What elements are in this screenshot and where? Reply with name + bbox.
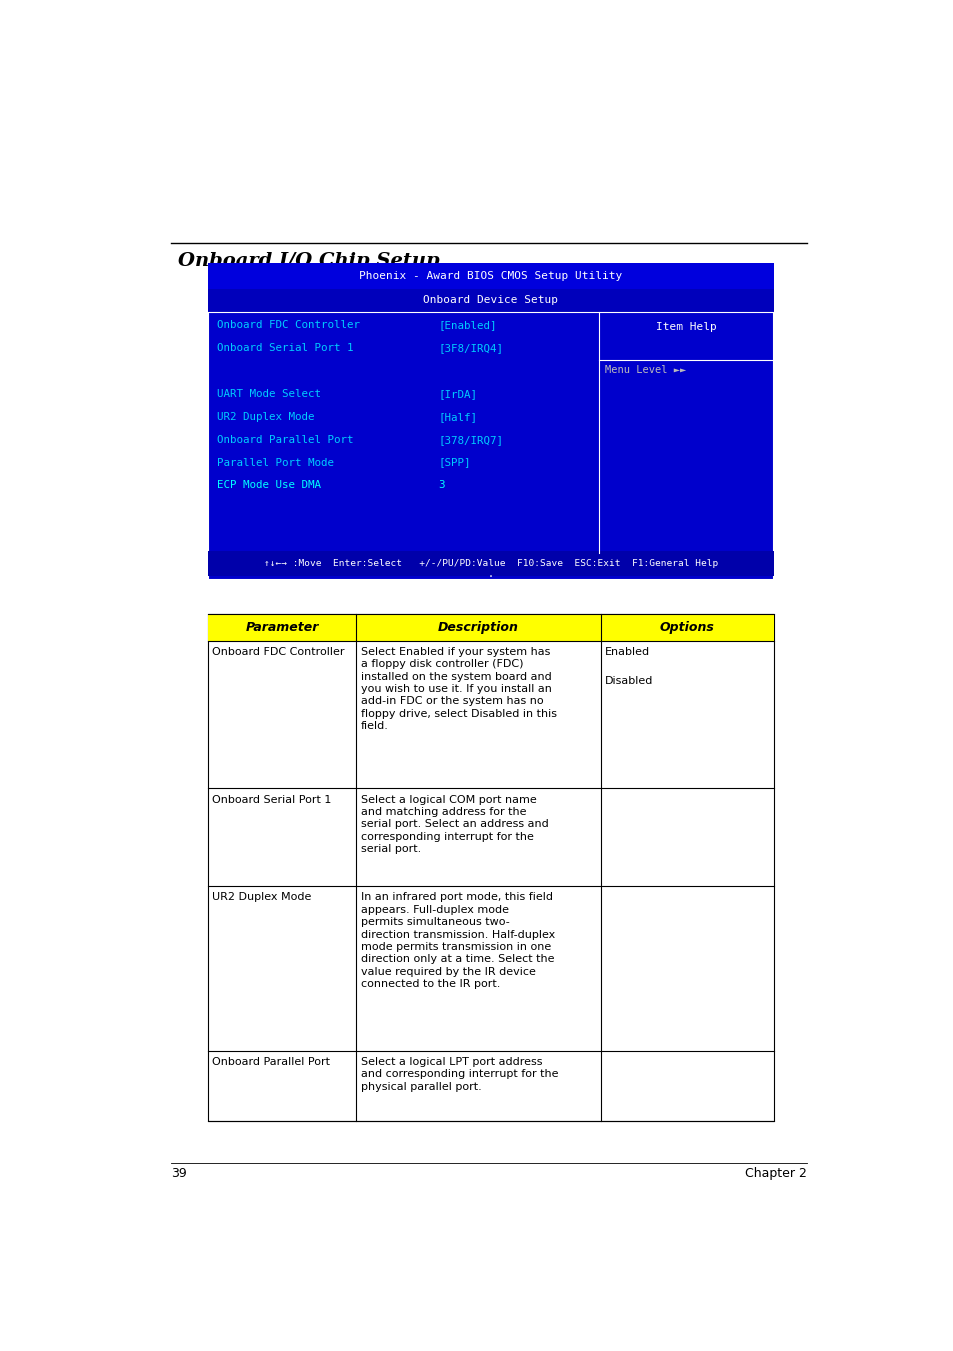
Bar [208, 613, 773, 640]
Bar [208, 551, 773, 576]
Text: Onboard Device Setup: Onboard Device Setup [423, 296, 558, 305]
Text: Onboard Serial Port 1: Onboard Serial Port 1 [216, 343, 353, 353]
Text: [3F8/IRQ4]: [3F8/IRQ4] [438, 343, 503, 353]
Bar [208, 613, 773, 1121]
Text: Item Help: Item Help [656, 323, 716, 332]
Text: Onboard FDC Controller: Onboard FDC Controller [213, 647, 345, 657]
Text: [SPP]: [SPP] [438, 458, 471, 467]
Text: Onboard Serial Port 1: Onboard Serial Port 1 [213, 794, 332, 805]
Bar [208, 263, 773, 289]
Text: Onboard FDC Controller: Onboard FDC Controller [216, 320, 359, 330]
Text: Phoenix - Award BIOS CMOS Setup Utility: Phoenix - Award BIOS CMOS Setup Utility [358, 272, 621, 281]
Text: UR2 Duplex Mode: UR2 Duplex Mode [213, 893, 312, 902]
Text: 3: 3 [438, 481, 445, 490]
Text: Options: Options [659, 620, 714, 634]
Text: Select Enabled if your system has
a floppy disk controller (FDC)
installed on th: Select Enabled if your system has a flop… [360, 647, 556, 731]
Text: [Half]: [Half] [438, 412, 477, 422]
Text: .: . [487, 569, 494, 580]
Text: [IrDA]: [IrDA] [438, 389, 477, 399]
Text: [Enabled]: [Enabled] [438, 320, 497, 330]
Text: ↑↓←→ :Move  Enter:Select   +/-/PU/PD:Value  F10:Save  ESC:Exit  F1:General Help: ↑↓←→ :Move Enter:Select +/-/PU/PD:Value … [263, 559, 718, 569]
Text: In an infrared port mode, this field
appears. Full-duplex mode
permits simultane: In an infrared port mode, this field app… [360, 893, 555, 989]
Text: Onboard Parallel Port: Onboard Parallel Port [213, 1056, 330, 1067]
Text: Onboard I/O Chip Setup: Onboard I/O Chip Setup [178, 251, 439, 270]
Text: Enabled

Disabled: Enabled Disabled [604, 647, 653, 686]
Text: Menu Level ►►: Menu Level ►► [604, 365, 686, 376]
Text: Parallel Port Mode: Parallel Port Mode [216, 458, 334, 467]
Bar [208, 263, 773, 581]
Text: Onboard Parallel Port: Onboard Parallel Port [216, 435, 353, 444]
Text: 39: 39 [171, 1166, 187, 1179]
Text: UART Mode Select: UART Mode Select [216, 389, 320, 399]
Text: ECP Mode Use DMA: ECP Mode Use DMA [216, 481, 320, 490]
Text: [378/IRQ7]: [378/IRQ7] [438, 435, 503, 444]
Text: Description: Description [437, 620, 518, 634]
Text: Select a logical LPT port address
and corresponding interrupt for the
physical p: Select a logical LPT port address and co… [360, 1056, 558, 1092]
Text: Parameter: Parameter [245, 620, 318, 634]
Text: UR2 Duplex Mode: UR2 Duplex Mode [216, 412, 314, 422]
Text: Chapter 2: Chapter 2 [744, 1166, 806, 1179]
Bar [208, 289, 773, 312]
Text: Select a logical COM port name
and matching address for the
serial port. Select : Select a logical COM port name and match… [360, 794, 548, 854]
